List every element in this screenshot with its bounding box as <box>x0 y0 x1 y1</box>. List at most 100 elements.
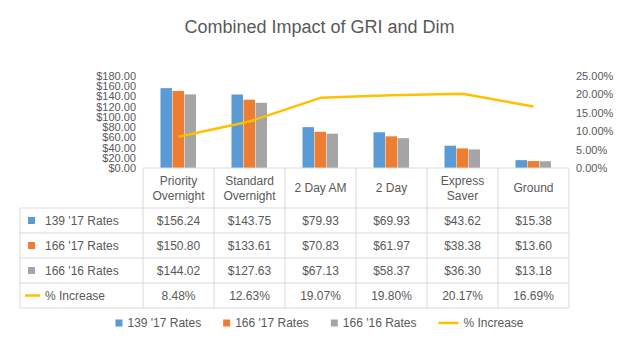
legend: 139 '17 Rates166 '17 Rates166 '16 Rates%… <box>115 316 523 330</box>
y-tick-label: $100.00 <box>96 111 136 123</box>
table-cell: $67.13 <box>302 264 339 278</box>
chart: Combined Impact of GRI and Dim$0.00$20.0… <box>0 0 639 348</box>
bar <box>469 149 481 168</box>
table-border <box>427 168 428 308</box>
y-tick-label: $160.00 <box>96 80 136 92</box>
table-border <box>569 168 570 308</box>
table-cell: $156.24 <box>157 214 201 228</box>
category-label-line: Standard <box>225 174 274 188</box>
bar <box>232 95 244 168</box>
row-header: 166 '17 Rates <box>45 239 119 253</box>
table-cell: $143.75 <box>228 214 272 228</box>
table-cell: 19.07% <box>300 289 341 303</box>
y2-tick-label: 0.00% <box>576 162 607 174</box>
table-cell: $70.83 <box>302 239 339 253</box>
bar <box>244 100 256 168</box>
table-cell: $69.93 <box>373 214 410 228</box>
category-label: StandardOvernight <box>223 174 276 203</box>
y2-tick-label: 5.00% <box>576 144 607 156</box>
bar <box>374 132 386 168</box>
bar <box>185 94 197 168</box>
y-tick-label: $20.00 <box>102 152 136 164</box>
table-border <box>20 283 569 284</box>
table-cell: $150.80 <box>157 239 201 253</box>
category-label-line: 2 Day AM <box>294 181 346 195</box>
bar <box>303 127 315 168</box>
category-label-line: Express <box>441 174 484 188</box>
bar <box>256 103 268 168</box>
y2-tick-label: 20.00% <box>576 88 614 100</box>
bar <box>173 91 185 168</box>
row-key <box>25 294 40 297</box>
line <box>179 94 534 137</box>
legend-label: 166 '17 Rates <box>235 316 309 330</box>
table-border <box>143 168 144 308</box>
legend-key <box>439 322 459 325</box>
table-cell: $13.60 <box>515 239 552 253</box>
table-border <box>20 233 569 234</box>
bar <box>386 136 398 168</box>
bar <box>540 161 552 168</box>
category-label-line: Ground <box>513 181 553 195</box>
table-cell: $13.18 <box>515 264 552 278</box>
y-tick-label: $80.00 <box>102 121 136 133</box>
table-cell: 12.63% <box>229 289 270 303</box>
legend-key <box>115 320 122 327</box>
category-label: 2 Day AM <box>294 181 346 195</box>
table-border <box>20 208 569 209</box>
table-cell: $144.02 <box>157 264 201 278</box>
category-label-line: 2 Day <box>376 181 407 195</box>
table-cell: $38.38 <box>444 239 481 253</box>
table-cell: $36.30 <box>444 264 481 278</box>
table-cell: $79.93 <box>302 214 339 228</box>
y-tick-label: $40.00 <box>102 142 136 154</box>
row-key <box>28 267 35 274</box>
table-cell: 20.17% <box>442 289 483 303</box>
table-cell: $43.62 <box>444 214 481 228</box>
y2-tick-label: 15.00% <box>576 107 614 119</box>
category-label: PriorityOvernight <box>152 174 205 203</box>
category-label-line: Priority <box>160 174 197 188</box>
category-label: 2 Day <box>376 181 407 195</box>
category-label: Ground <box>513 181 553 195</box>
y-tick-label: $0.00 <box>108 162 136 174</box>
bar <box>315 132 327 168</box>
table-border <box>214 168 215 308</box>
table-cell: $58.37 <box>373 264 410 278</box>
table-border <box>498 168 499 308</box>
row-key <box>28 242 35 249</box>
table-border <box>285 168 286 308</box>
table-cell: $127.63 <box>228 264 272 278</box>
legend-label: 139 '17 Rates <box>127 316 201 330</box>
data-table: PriorityOvernightStandardOvernight2 Day … <box>20 168 569 308</box>
table-cell: 16.69% <box>513 289 554 303</box>
y2-tick-label: 10.00% <box>576 125 614 137</box>
bar <box>161 88 173 168</box>
table-border <box>20 258 569 259</box>
table-cell: 8.48% <box>161 289 195 303</box>
bar <box>327 134 339 168</box>
table-cell: $133.61 <box>228 239 272 253</box>
row-header: 139 '17 Rates <box>45 214 119 228</box>
row-header: 166 '16 Rates <box>45 264 119 278</box>
y-tick-label: $140.00 <box>96 90 136 102</box>
plot-area <box>161 88 552 168</box>
bar <box>445 146 457 168</box>
row-header: % Increase <box>45 289 105 303</box>
table-cell: $15.38 <box>515 214 552 228</box>
legend-key <box>331 320 338 327</box>
category-label-line: Overnight <box>223 189 276 203</box>
table-border <box>356 168 357 308</box>
bar <box>528 161 540 168</box>
y2-tick-label: 25.00% <box>576 70 614 82</box>
table-cell: $61.97 <box>373 239 410 253</box>
bar <box>516 160 528 168</box>
table-border <box>20 308 569 309</box>
legend-key <box>223 320 230 327</box>
category-label-line: Saver <box>447 189 478 203</box>
y-tick-label: $180.00 <box>96 70 136 82</box>
table-cell: 19.80% <box>371 289 412 303</box>
bar <box>398 138 410 168</box>
y-tick-label: $60.00 <box>102 131 136 143</box>
bar <box>457 148 469 168</box>
